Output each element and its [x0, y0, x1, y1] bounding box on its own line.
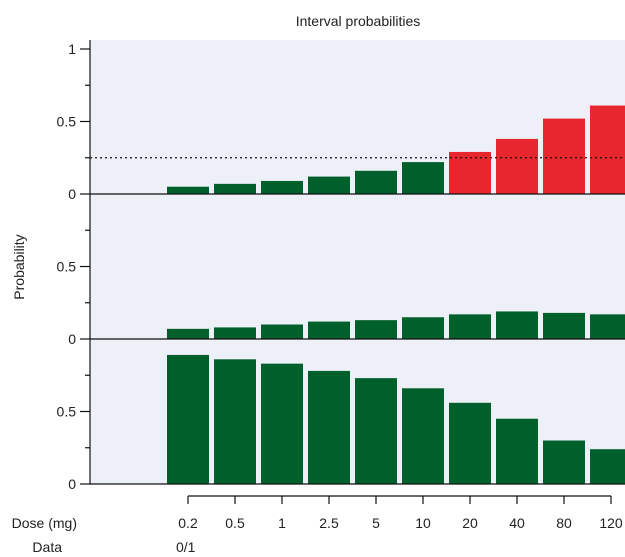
bar [496, 418, 538, 484]
y-axis-label: Probability [11, 234, 27, 299]
bar [214, 183, 256, 194]
bar [355, 170, 397, 194]
bar [590, 449, 625, 484]
bar [167, 354, 209, 484]
bar [261, 180, 303, 194]
bar [543, 440, 585, 484]
chart-title: Interval probabilities [296, 13, 421, 29]
bar [449, 402, 491, 484]
bar [261, 363, 303, 484]
x-tick-label: 5 [372, 515, 380, 531]
bar [496, 311, 538, 339]
bar [308, 176, 350, 194]
bar [261, 324, 303, 339]
y-tick-label: 1 [68, 41, 76, 57]
bar [590, 105, 625, 194]
x-tick-label: 40 [509, 515, 525, 531]
bar [402, 317, 444, 339]
bar [496, 138, 538, 194]
x-tick-label: 0.2 [178, 515, 198, 531]
x-tick-label: 1 [278, 515, 286, 531]
bar [214, 327, 256, 339]
x-tick-label: 20 [462, 515, 478, 531]
data-value: 0/1 [176, 539, 196, 555]
bar [167, 328, 209, 339]
bar [449, 314, 491, 339]
x-tick-label: 80 [556, 515, 572, 531]
bar [590, 314, 625, 339]
bar [355, 378, 397, 484]
bar [402, 388, 444, 484]
bar [543, 118, 585, 194]
x-axis-label: Dose (mg) [12, 515, 77, 531]
y-tick-label: 0.5 [57, 259, 77, 275]
x-tick-label: 2.5 [319, 515, 339, 531]
bar [449, 151, 491, 194]
y-tick-label: 0 [68, 186, 76, 202]
bar [167, 186, 209, 194]
data-row-label: Data [32, 539, 62, 555]
bar [355, 320, 397, 339]
bar [543, 312, 585, 339]
bar [214, 359, 256, 484]
bar [308, 370, 350, 484]
x-tick-label: 120 [599, 515, 623, 531]
y-tick-label: 0.5 [57, 114, 77, 130]
x-tick-label: 10 [415, 515, 431, 531]
bar [402, 162, 444, 194]
bar [308, 321, 350, 339]
y-tick-label: 0 [68, 476, 76, 492]
y-tick-label: 0.5 [57, 404, 77, 420]
x-tick-label: 0.5 [225, 515, 245, 531]
y-tick-label: 0 [68, 331, 76, 347]
